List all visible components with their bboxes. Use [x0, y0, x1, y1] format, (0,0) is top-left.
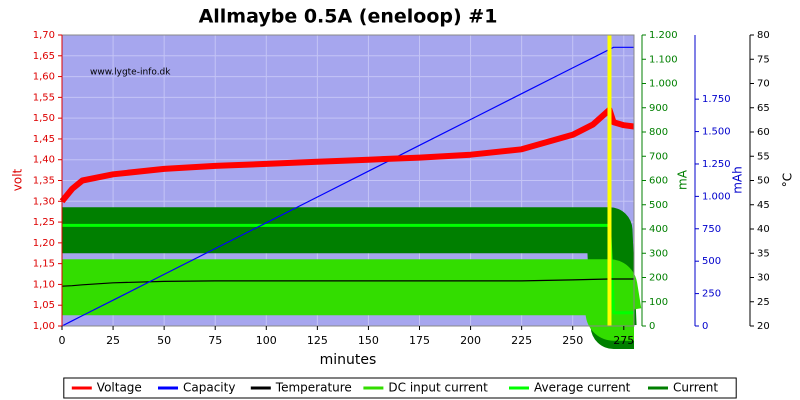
y3-tick-label: 250 [702, 289, 721, 300]
legend-label: Capacity [183, 381, 235, 395]
x-tick-label: 0 [59, 334, 66, 347]
y-tick-label: 1,35 [33, 176, 55, 187]
y-axis-label: mA [676, 169, 690, 190]
legend-label: DC input current [388, 381, 488, 395]
y-axis-label: volt [11, 168, 25, 191]
y4-tick-label: 70 [757, 79, 770, 90]
x-tick-label: 150 [358, 334, 379, 347]
y4-tick-label: 40 [757, 224, 770, 235]
y-tick-label: 1,00 [33, 321, 55, 332]
x-tick-label: 200 [460, 334, 481, 347]
y2-tick-label: 400 [649, 224, 668, 235]
series-line [44, 259, 652, 341]
legend-label: Temperature [275, 381, 352, 395]
x-tick-label: 275 [613, 334, 634, 347]
y4-tick-label: 35 [757, 248, 770, 259]
y2-tick-label: 700 [649, 151, 668, 162]
y2-tick-label: 300 [649, 248, 668, 259]
annotation: www.lygte-info.dk [90, 68, 171, 78]
y3-tick-label: 1.750 [702, 94, 731, 105]
y3-tick-label: 750 [702, 224, 721, 235]
y2-tick-label: 1.200 [649, 30, 678, 41]
y4-tick-label: 30 [757, 273, 770, 284]
x-tick-label: 250 [562, 334, 583, 347]
x-tick-label: 225 [511, 334, 532, 347]
y-tick-label: 1,15 [33, 259, 55, 270]
y2-tick-label: 1.000 [649, 79, 678, 90]
x-axis-label: minutes [320, 352, 377, 368]
y-axis-label: mAh [731, 166, 745, 194]
y-tick-label: 1,05 [33, 300, 55, 311]
y-tick-label: 1,40 [33, 155, 55, 166]
y2-tick-label: 600 [649, 176, 668, 187]
y4-tick-label: 20 [757, 321, 770, 332]
y2-tick-label: 800 [649, 127, 668, 138]
y3-tick-label: 0 [702, 321, 708, 332]
legend-label: Average current [534, 381, 631, 395]
y4-tick-label: 50 [757, 176, 770, 187]
y4-tick-label: 80 [757, 30, 770, 41]
y3-tick-label: 500 [702, 256, 721, 267]
y4-tick-label: 75 [757, 54, 770, 65]
y2-tick-label: 200 [649, 273, 668, 284]
y-tick-label: 1,10 [33, 279, 55, 290]
y-tick-label: 1,60 [33, 72, 55, 83]
y2-tick-label: 500 [649, 200, 668, 211]
y-tick-label: 1,70 [33, 30, 55, 41]
x-tick-label: 75 [208, 334, 222, 347]
x-tick-label: 175 [409, 334, 430, 347]
y-tick-label: 1,65 [33, 51, 55, 62]
y-tick-label: 1,45 [33, 134, 55, 145]
y-axis-label: °C [781, 173, 795, 187]
y4-tick-label: 45 [757, 200, 770, 211]
y-tick-label: 1,30 [33, 196, 55, 207]
y4-tick-label: 65 [757, 103, 770, 114]
y2-tick-label: 1.100 [649, 54, 678, 65]
y4-tick-label: 55 [757, 151, 770, 162]
y-tick-label: 1,25 [33, 217, 55, 228]
y2-tick-label: 100 [649, 297, 668, 308]
chart-title: Allmaybe 0.5A (eneloop) #1 [199, 6, 498, 28]
x-tick-label: 125 [307, 334, 328, 347]
x-tick-label: 25 [106, 334, 120, 347]
y-tick-label: 1,55 [33, 92, 55, 103]
y4-tick-label: 25 [757, 297, 770, 308]
x-tick-label: 100 [256, 334, 277, 347]
y2-tick-label: 900 [649, 103, 668, 114]
y2-tick-label: 0 [649, 321, 655, 332]
legend-box [63, 377, 737, 399]
legend-label: Voltage [97, 381, 142, 395]
y-tick-label: 1,20 [33, 238, 55, 249]
y3-tick-label: 1.000 [702, 191, 731, 202]
x-tick-label: 50 [157, 334, 171, 347]
y4-tick-label: 60 [757, 127, 770, 138]
y3-tick-label: 1.250 [702, 159, 731, 170]
y3-tick-label: 1.500 [702, 127, 731, 138]
y-tick-label: 1,50 [33, 113, 55, 124]
legend-label: Current [673, 381, 718, 395]
